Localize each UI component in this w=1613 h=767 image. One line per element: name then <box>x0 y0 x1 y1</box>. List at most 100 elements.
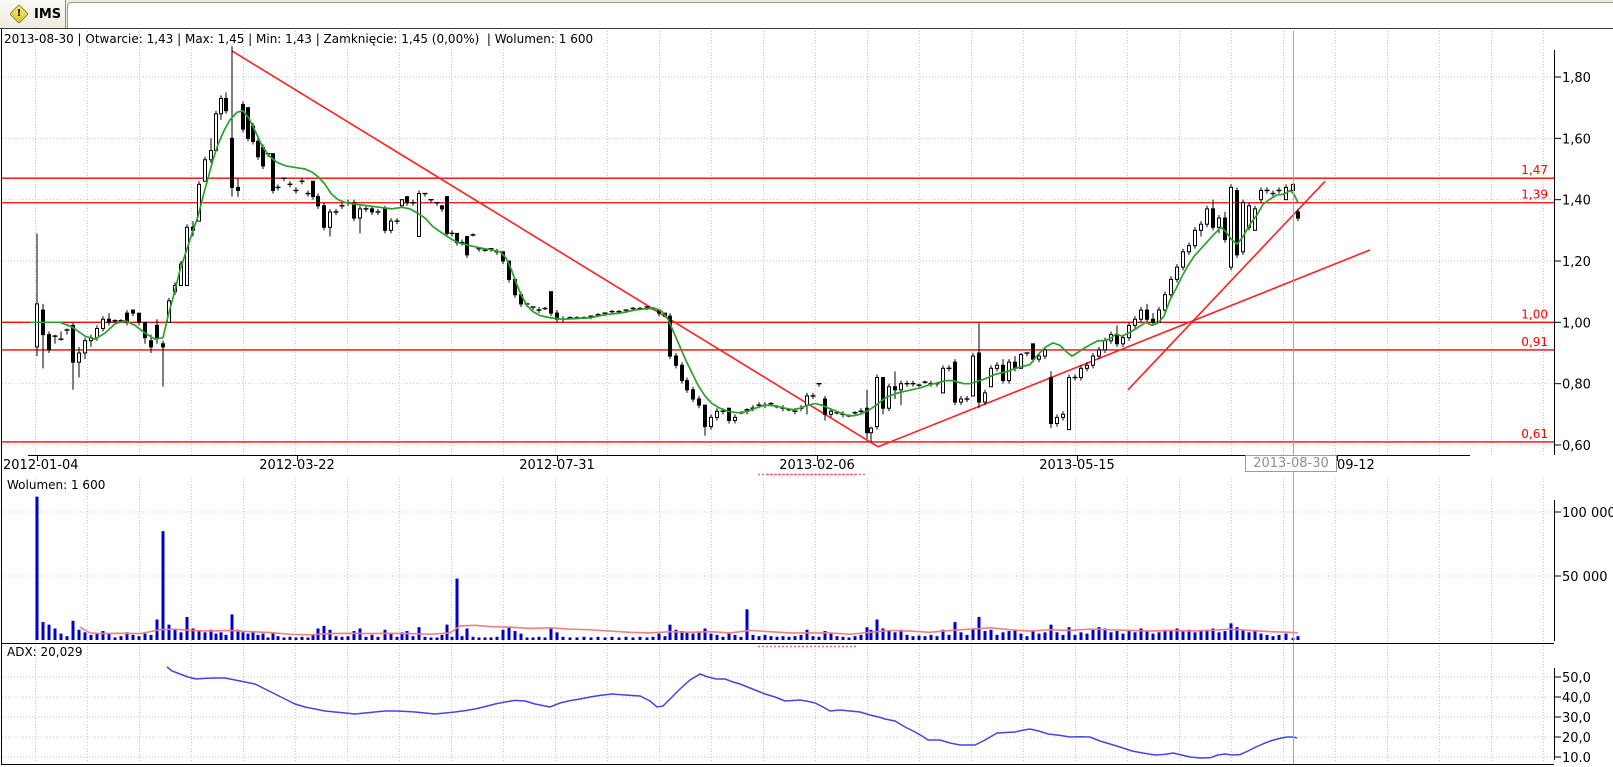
candle-body <box>370 208 374 213</box>
candle-body <box>685 380 689 391</box>
adx-axis-label: 50,0 <box>1562 671 1591 686</box>
candle-body <box>893 386 897 391</box>
volume-bar <box>645 637 649 640</box>
candle-body <box>507 260 511 280</box>
adx-line <box>166 666 1298 759</box>
trendline <box>231 50 879 448</box>
volume-bar <box>638 636 642 640</box>
candle-body <box>1241 202 1245 253</box>
volume-bar <box>1229 623 1233 640</box>
volume-bar <box>1013 629 1017 640</box>
candle-body <box>261 147 265 167</box>
trendline <box>1127 180 1326 391</box>
volume-bar <box>113 637 117 640</box>
candle-body <box>256 140 260 158</box>
volume-bar <box>691 633 695 640</box>
candle-body <box>697 398 701 406</box>
candle-body <box>680 364 684 382</box>
volume-bar <box>859 634 863 640</box>
volume-bar <box>733 634 737 640</box>
volume-bar <box>745 609 749 640</box>
volume-bar <box>603 637 607 640</box>
candle-body <box>1055 416 1059 425</box>
volume-bar <box>300 636 304 640</box>
candle-body <box>691 389 695 400</box>
volume-bar <box>1115 631 1119 640</box>
x-axis-label: 2012-01-04 <box>3 458 79 473</box>
candle-body <box>1211 208 1215 228</box>
tab-strip-spare[interactable] <box>67 2 1613 28</box>
volume-bar <box>1097 627 1101 640</box>
candle-body <box>322 205 326 228</box>
volume-bar <box>875 619 879 640</box>
volume-bar <box>334 636 338 640</box>
candle-body <box>358 208 362 219</box>
volume-bar <box>537 636 541 640</box>
volume-bar <box>1253 631 1257 640</box>
price-axis-label: 1,20 <box>1562 255 1591 270</box>
volume-bar <box>697 632 701 640</box>
candle-body <box>959 398 963 403</box>
volume-pane-label: Wolumen: 1 600 <box>7 478 106 492</box>
volume-bar <box>953 622 957 640</box>
volume-bar <box>680 631 684 640</box>
tab-label: IMS <box>34 6 62 22</box>
volume-bar <box>137 636 141 640</box>
candle-body <box>869 427 873 434</box>
candle-body <box>971 355 975 397</box>
x-axis-label: 2012-03-22 <box>259 458 335 473</box>
volume-bar <box>781 636 785 640</box>
volume-bar <box>507 627 511 640</box>
volume-bar <box>709 633 713 640</box>
volume-bar <box>47 624 51 640</box>
tab-ims[interactable]: ! IMS <box>0 0 66 28</box>
volume-bar <box>829 633 833 640</box>
volume-bar <box>1103 628 1107 640</box>
price-axis-label: 1,60 <box>1562 132 1591 147</box>
volume-bar <box>131 634 135 640</box>
volume-bar <box>971 628 975 640</box>
x-axis-label: 2013-02-06 <box>779 458 855 473</box>
volume-bar <box>455 578 459 640</box>
volume-bar <box>465 628 469 640</box>
x-axis-label: 2012-07-31 <box>519 458 595 473</box>
volume-bar <box>246 633 250 640</box>
volume-bar <box>107 633 111 640</box>
volume-bar <box>811 636 815 640</box>
volume-bar <box>1211 628 1215 640</box>
volume-bar <box>405 631 409 640</box>
volume-bar <box>440 634 444 640</box>
candle-body <box>328 211 332 228</box>
volume-bar <box>1241 629 1245 640</box>
volume-bar <box>143 633 147 640</box>
volume-bar <box>543 637 547 640</box>
volume-bar <box>1139 628 1143 640</box>
price-ma-line <box>30 109 1299 417</box>
candle-body <box>983 392 987 403</box>
volume-bar <box>555 632 559 640</box>
volume-bar <box>763 634 767 640</box>
volume-bar <box>376 636 380 640</box>
level-label: 1,00 <box>1521 307 1548 321</box>
volume-bar <box>224 634 228 640</box>
volume-bar <box>739 636 743 640</box>
candle-body <box>143 321 147 339</box>
volume-bar <box>989 629 993 640</box>
candle-body <box>311 180 315 198</box>
candle-body <box>389 220 393 231</box>
candle-body <box>881 377 885 409</box>
volume-bar <box>1127 629 1131 640</box>
candle-body <box>440 205 444 210</box>
volume-bar <box>715 634 719 640</box>
volume-bar <box>489 637 493 640</box>
candle-body <box>445 196 449 234</box>
candle-body <box>149 340 153 348</box>
volume-bar <box>1061 634 1065 640</box>
volume-bar <box>282 637 286 640</box>
volume-bar <box>721 636 725 640</box>
candle-body <box>219 97 223 115</box>
candle-body <box>1019 354 1023 369</box>
volume-bar <box>941 629 945 640</box>
candle-body <box>1079 367 1083 379</box>
